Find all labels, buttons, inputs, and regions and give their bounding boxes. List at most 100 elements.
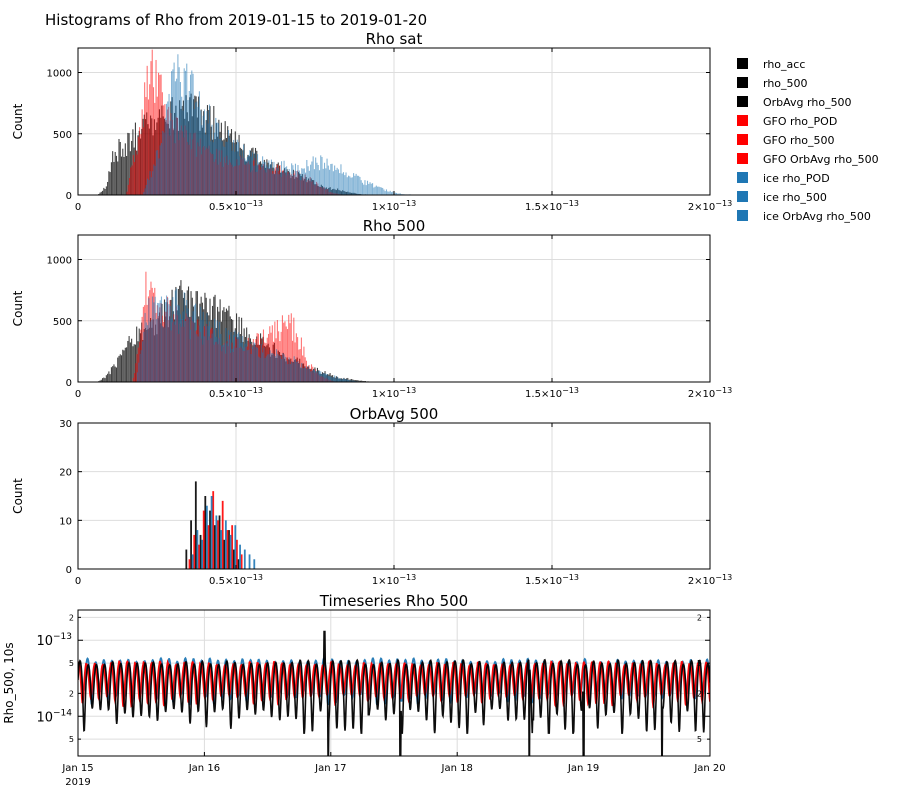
legend-swatch (737, 210, 748, 221)
bar (167, 101, 169, 195)
bar (297, 361, 299, 382)
bar (169, 120, 171, 195)
bar (259, 357, 261, 382)
bar (239, 156, 241, 195)
bar (155, 319, 157, 382)
bar (135, 363, 137, 382)
bar (353, 173, 355, 195)
bar (187, 100, 189, 195)
bar (126, 191, 128, 195)
bar (190, 520, 192, 569)
bar (327, 165, 329, 195)
bar (336, 376, 338, 382)
bar (105, 186, 107, 195)
y-minor-tick-label: 5 (69, 735, 74, 744)
bar (99, 192, 101, 195)
bar (128, 336, 130, 382)
bar (248, 154, 250, 195)
bar (136, 154, 138, 195)
bar (107, 373, 109, 382)
bar (186, 63, 188, 196)
bar (137, 136, 139, 195)
bar (337, 169, 339, 195)
bar (187, 308, 189, 382)
bar (243, 347, 245, 382)
bar (140, 350, 142, 382)
bar (215, 336, 217, 382)
bar (145, 322, 147, 382)
bar (385, 189, 388, 195)
y-axis-label: Rho_500, 10s (2, 642, 16, 723)
bar (212, 329, 214, 382)
bar (228, 530, 230, 569)
bar (120, 156, 123, 195)
bar (105, 375, 107, 382)
bar (308, 170, 310, 195)
bar (202, 115, 204, 195)
bar (269, 350, 271, 382)
bar (315, 370, 317, 382)
bar (301, 362, 303, 382)
bar (186, 299, 188, 382)
bar (224, 343, 226, 382)
bar (322, 168, 324, 195)
bar (146, 65, 148, 195)
bar (372, 183, 374, 195)
bar (390, 192, 393, 195)
bar (114, 151, 116, 195)
bar (346, 379, 348, 382)
bar (300, 337, 302, 382)
bar (303, 168, 305, 195)
bar (124, 143, 126, 195)
bar (132, 346, 134, 382)
bar (135, 150, 137, 195)
bar (115, 155, 118, 195)
bar (265, 356, 267, 382)
bar (288, 357, 290, 382)
bar (387, 191, 389, 195)
bar (188, 318, 190, 382)
bar (198, 544, 200, 569)
y-tick-label: 20 (59, 468, 72, 479)
bar (189, 329, 192, 382)
panel-1: 0 0.5×10−13 1×10−13 1.5×10−13 2×10−13 0 500 100… (11, 217, 732, 400)
x-tick-label: 1.5×10−13 (525, 386, 579, 400)
legend-swatch (737, 77, 748, 88)
bar (231, 150, 233, 195)
bar (188, 90, 190, 195)
bar (151, 49, 153, 195)
bar (303, 367, 305, 382)
bar (230, 332, 232, 382)
bar (254, 342, 256, 382)
y-minor-tick-label-inner: 2 (697, 613, 702, 622)
bar (164, 117, 166, 195)
y-tick-label: 30 (59, 419, 72, 430)
bar (122, 148, 124, 195)
y-minor-tick-label: 2 (69, 689, 74, 698)
bar (331, 377, 333, 382)
legend-label: ice rho_POD (763, 172, 830, 185)
bar (267, 354, 269, 382)
bar (119, 354, 121, 382)
bar (334, 375, 336, 382)
bar (99, 380, 101, 382)
bar (368, 183, 370, 195)
bar (213, 525, 216, 569)
bar (123, 350, 125, 382)
bar (155, 59, 157, 195)
bar (280, 331, 282, 382)
bar (177, 54, 179, 195)
bar (191, 316, 193, 382)
bar (168, 93, 170, 195)
panel-3: Jan 15 2019 Jan 16 Jan 17 Jan 18 Jan 19 Jan 20… (2, 592, 726, 788)
bar (144, 312, 146, 382)
bar (234, 330, 236, 382)
bar (207, 326, 209, 382)
bar (150, 319, 152, 382)
bar (193, 534, 196, 569)
bar (268, 160, 270, 195)
bar (239, 336, 241, 382)
bar (239, 544, 241, 569)
legend-label: ice OrbAvg rho_500 (763, 210, 871, 223)
bar (234, 525, 237, 569)
